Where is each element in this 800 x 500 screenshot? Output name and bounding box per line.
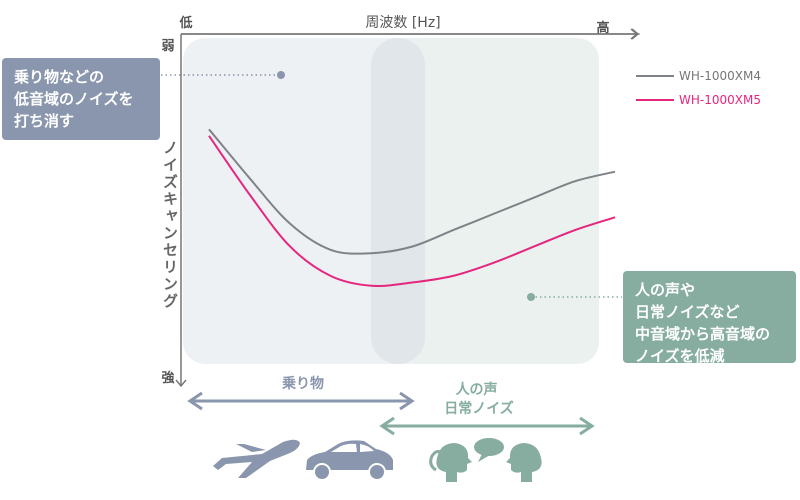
- callout-low-dot: [277, 71, 285, 79]
- voices-band-arrow: [379, 416, 595, 436]
- mid-frequency-band: [371, 38, 425, 364]
- y-axis-weak-label: 弱: [161, 38, 174, 54]
- series-line-wh-1000xm5: [208, 135, 616, 288]
- x-axis-high-label: 高: [596, 20, 609, 36]
- vehicles-band-arrow: [187, 391, 415, 411]
- legend-label-wh-1000xm5: WH-1000XM5: [679, 93, 761, 107]
- y-axis-arrowhead: [175, 379, 187, 388]
- x-axis-arrowhead: [630, 28, 639, 40]
- callout-high-dot: [527, 293, 535, 301]
- y-axis-strong-label: 強: [161, 370, 174, 386]
- talking-people-icon: [429, 438, 542, 482]
- callout-low-frequency: 乗り物などの 低音域のノイズを 打ち消す: [2, 58, 160, 140]
- y-axis-title: ノイズキャンセリング: [161, 140, 179, 310]
- x-axis-low-label: 低: [178, 15, 192, 31]
- voices-band-label: 人の声 日常ノイズ: [444, 381, 514, 417]
- series-line-wh-1000xm4: [208, 128, 616, 255]
- x-axis-title: 周波数 [Hz]: [365, 15, 440, 31]
- callout-high-frequency: 人の声や 日常ノイズなど 中音域から高音域の ノイズを低減: [623, 271, 796, 365]
- legend-label-wh-1000xm4: WH-1000XM4: [679, 69, 761, 83]
- car-icon: [306, 440, 393, 481]
- airplane-icon: [213, 439, 300, 478]
- vehicles-band-label: 乗り物: [281, 375, 324, 392]
- plot-background-right: [400, 38, 599, 364]
